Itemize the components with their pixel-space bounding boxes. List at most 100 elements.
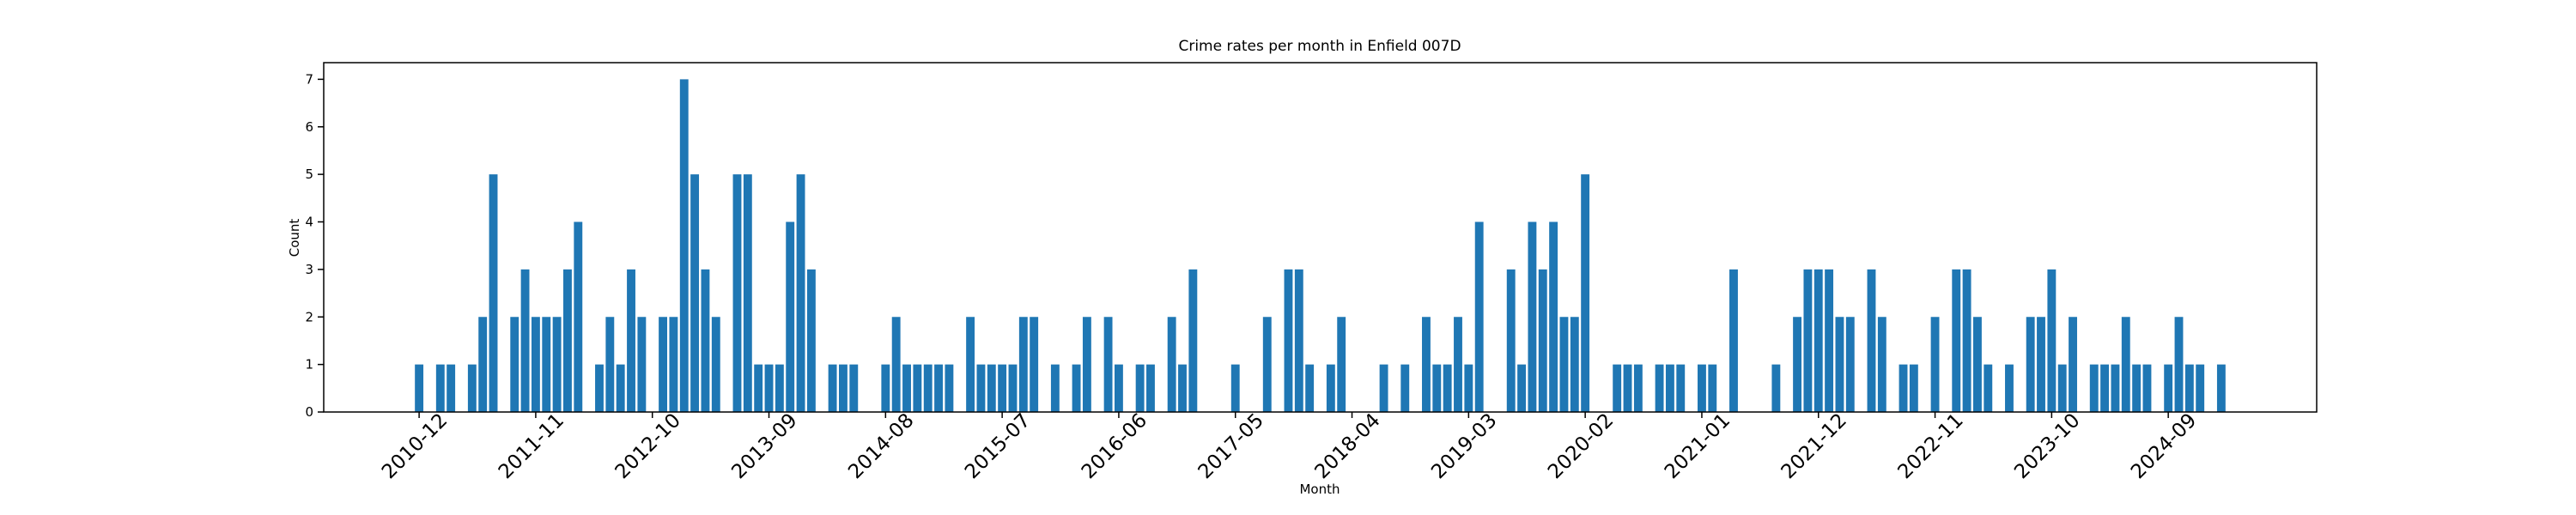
bar	[627, 269, 635, 412]
bar	[1103, 317, 1113, 412]
bar	[531, 317, 540, 412]
y-tick-label: 5	[305, 167, 313, 182]
bar	[1570, 317, 1579, 412]
bar	[637, 317, 647, 412]
bar	[2164, 364, 2173, 412]
y-tick-label: 6	[305, 119, 313, 135]
bar	[1030, 317, 1039, 412]
bar	[1167, 317, 1176, 412]
bar	[2111, 364, 2120, 412]
bar	[934, 364, 943, 412]
bar	[489, 174, 498, 412]
bar	[435, 364, 445, 412]
x-tick-label: 2021-12	[1777, 409, 1851, 483]
x-tick-label: 2016-06	[1078, 409, 1151, 483]
y-tick-label: 0	[305, 404, 313, 420]
bar	[786, 221, 795, 412]
bar	[1538, 269, 1547, 412]
bar	[1676, 364, 1686, 412]
bar	[913, 364, 922, 412]
bar	[1930, 317, 1940, 412]
bar	[2216, 364, 2226, 412]
bar	[1114, 364, 1123, 412]
y-tick-label: 4	[305, 215, 313, 230]
bar	[520, 269, 530, 412]
bar	[1559, 317, 1569, 412]
bar	[467, 364, 477, 412]
bar	[1877, 317, 1886, 412]
bar	[976, 364, 986, 412]
bar	[669, 317, 678, 412]
bar	[987, 364, 996, 412]
bar	[542, 317, 551, 412]
bar	[1613, 364, 1622, 412]
bar	[754, 364, 763, 412]
x-tick-label: 2011-11	[495, 409, 568, 483]
bar	[828, 364, 837, 412]
bar	[1867, 269, 1876, 412]
bar	[775, 364, 784, 412]
x-tick-label: 2014-08	[844, 409, 918, 483]
bar	[447, 364, 456, 412]
bar	[1337, 317, 1346, 412]
bar	[659, 317, 668, 412]
bar	[1050, 364, 1060, 412]
bar	[1188, 269, 1198, 412]
bar	[1952, 269, 1961, 412]
bar	[849, 364, 859, 412]
bar	[1326, 364, 1335, 412]
x-tick-label: 2021-01	[1661, 409, 1735, 483]
bar	[552, 317, 562, 412]
bar	[1708, 364, 1717, 412]
bar	[1506, 269, 1516, 412]
bar	[2174, 317, 2184, 412]
bar	[1517, 364, 1527, 412]
bar	[1146, 364, 1155, 412]
bar	[1793, 317, 1801, 412]
bar	[1178, 364, 1187, 412]
bar	[1230, 364, 1240, 412]
bar	[902, 364, 911, 412]
plot-frame	[323, 62, 2318, 413]
bar	[1729, 269, 1738, 412]
x-axis-label: Month	[1299, 482, 1340, 497]
bar	[923, 364, 933, 412]
bar	[1984, 364, 1993, 412]
x-tick-label: 2022-11	[1893, 409, 1967, 483]
bar	[1972, 317, 1982, 412]
bar	[616, 364, 625, 412]
x-tick-label: 2010-12	[378, 409, 452, 483]
bar	[1845, 317, 1855, 412]
bar	[2069, 317, 2077, 412]
bar	[1262, 317, 1272, 412]
x-tick-label: 2012-10	[611, 409, 685, 483]
bar	[1899, 364, 1908, 412]
bar	[1698, 364, 1706, 412]
bar	[2089, 364, 2099, 412]
bar	[2121, 317, 2130, 412]
y-tick-label: 2	[305, 309, 313, 324]
x-tick-label: 2018-04	[1310, 409, 1384, 483]
bar	[1962, 269, 1971, 412]
bar	[701, 269, 710, 412]
bar	[563, 269, 572, 412]
bar	[1623, 364, 1632, 412]
bar	[1294, 269, 1303, 412]
bar	[945, 364, 954, 412]
bar	[881, 364, 890, 412]
bar	[2037, 317, 2045, 412]
x-tick-label: 2017-05	[1194, 409, 1268, 483]
bar	[839, 364, 848, 412]
x-tick-label: 2013-09	[727, 409, 801, 483]
bar	[1135, 364, 1145, 412]
bar	[1284, 269, 1293, 412]
bar	[2026, 317, 2035, 412]
bar	[998, 364, 1007, 412]
bar	[1454, 317, 1462, 412]
bar	[1528, 221, 1537, 412]
bar	[1633, 364, 1643, 412]
bar	[966, 317, 975, 412]
bar	[478, 317, 488, 412]
bar	[1549, 221, 1558, 412]
bar	[1909, 364, 1918, 412]
